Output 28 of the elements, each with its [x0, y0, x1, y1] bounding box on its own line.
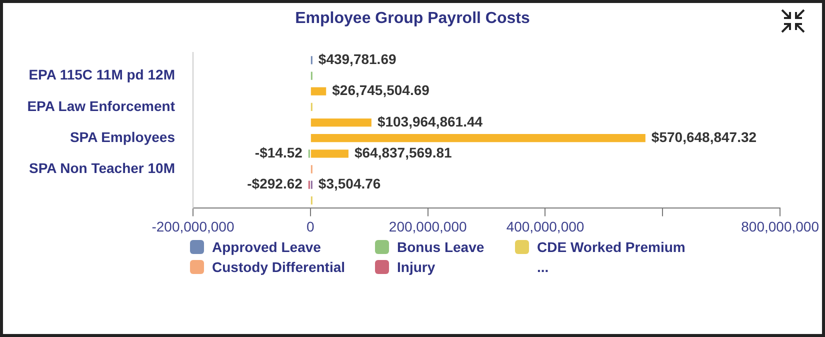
- data-label: $570,648,847.32: [651, 128, 757, 145]
- data-label: $103,964,861.44: [377, 113, 483, 130]
- y-tick-label: SPA Employees: [70, 128, 176, 145]
- chart-title: Employee Group Payroll Costs: [294, 9, 531, 29]
- y-tick-label: SPA Non Teacher 10M: [28, 160, 175, 176]
- bar: [310, 118, 372, 127]
- bar: [310, 134, 646, 142]
- x-tick-label: -200,000,000: [152, 218, 234, 234]
- y-tick-label: EPA Law Enforcement: [27, 98, 176, 114]
- data-label: -$14.52: [254, 144, 303, 161]
- x-tick-label: 200,000,000: [388, 218, 467, 234]
- data-label: $439,781.69: [318, 51, 396, 68]
- x-tick-label: 0: [306, 218, 315, 234]
- bar: [310, 87, 326, 96]
- text: ...: [536, 259, 550, 275]
- data-label: $26,745,504.69: [332, 82, 430, 98]
- data-label: $3,504.76: [318, 176, 381, 192]
- legend-label: Approved Leave: [212, 239, 321, 255]
- data-label: -$292.62: [247, 176, 303, 192]
- y-tick-label: EPA 115C 11M pd 12M: [28, 66, 175, 83]
- bar: [310, 150, 348, 158]
- legend-label: Custody Differential: [212, 259, 346, 275]
- legend-label: Bonus Leave: [397, 239, 484, 255]
- legend-label: CDE Worked Premium: [537, 239, 686, 255]
- x-tick-label: 800,000,000: [741, 218, 820, 234]
- data-label: $64,837,569.81: [354, 144, 452, 161]
- x-tick-label: 400,000,000: [506, 218, 584, 234]
- legend-label: Injury: [397, 259, 436, 275]
